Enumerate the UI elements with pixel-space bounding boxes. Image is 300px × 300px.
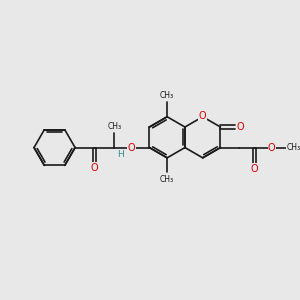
Text: O: O bbox=[236, 122, 244, 132]
Text: CH₃: CH₃ bbox=[287, 143, 300, 152]
Text: CH₃: CH₃ bbox=[160, 175, 174, 184]
Text: O: O bbox=[251, 164, 259, 174]
Text: O: O bbox=[268, 142, 276, 153]
Text: O: O bbox=[91, 163, 98, 172]
Text: O: O bbox=[128, 142, 136, 153]
Text: H: H bbox=[117, 150, 123, 159]
Text: CH₃: CH₃ bbox=[160, 91, 174, 100]
Text: CH₃: CH₃ bbox=[107, 122, 121, 130]
Text: O: O bbox=[199, 111, 206, 121]
